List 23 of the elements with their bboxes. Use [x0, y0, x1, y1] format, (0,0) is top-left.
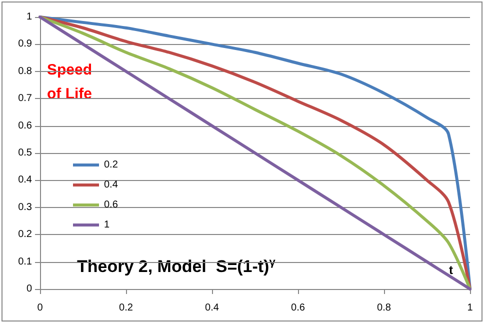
x-tick-label: 1 — [467, 302, 474, 314]
y-tick-label: 0.3 — [18, 202, 32, 213]
legend-label: 0.2 — [104, 160, 118, 170]
y-tick-label: 0.4 — [18, 174, 32, 186]
x-tick-label: 0.6 — [291, 302, 306, 314]
legend-label: 0.6 — [104, 200, 118, 210]
y-tick-label: 1 — [26, 12, 32, 22]
y-tick-label: 0.1 — [18, 256, 32, 268]
legend-label: 1 — [104, 220, 110, 230]
y-tick-label: 0.8 — [18, 66, 32, 77]
y-tick-label: 0.7 — [18, 93, 32, 104]
x-axis-title: t — [449, 263, 453, 277]
x-tick-label: 0.2 — [119, 302, 134, 314]
x-tick-label: 0 — [37, 302, 44, 314]
y-tick-label: 0.6 — [18, 120, 32, 132]
y-tick-label: 0 — [26, 284, 32, 294]
x-tick-label: 0.8 — [377, 302, 392, 314]
y-tick-label: 0.2 — [18, 229, 32, 240]
legend-label: 0.4 — [104, 180, 118, 190]
y-tick-label: 0.9 — [18, 38, 32, 50]
y-tick-label: 0.5 — [18, 148, 32, 158]
x-tick-label: 0.4 — [205, 302, 220, 314]
line-series — [38, 16, 472, 290]
